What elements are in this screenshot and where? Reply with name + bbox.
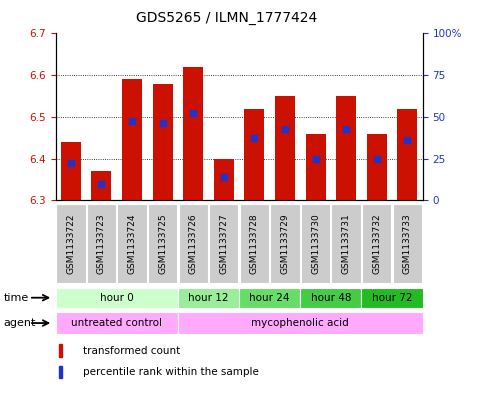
Text: GSM1133731: GSM1133731 <box>341 213 351 274</box>
Text: GSM1133732: GSM1133732 <box>372 213 381 274</box>
FancyBboxPatch shape <box>393 204 422 283</box>
Text: percentile rank within the sample: percentile rank within the sample <box>83 367 259 377</box>
FancyBboxPatch shape <box>178 288 239 308</box>
Text: hour 12: hour 12 <box>188 293 229 303</box>
FancyBboxPatch shape <box>87 204 116 283</box>
FancyBboxPatch shape <box>239 288 300 308</box>
FancyBboxPatch shape <box>240 204 269 283</box>
Text: agent: agent <box>4 318 36 328</box>
FancyBboxPatch shape <box>56 288 178 308</box>
Bar <box>61 142 81 200</box>
FancyBboxPatch shape <box>270 204 299 283</box>
Text: GSM1133733: GSM1133733 <box>403 213 412 274</box>
FancyBboxPatch shape <box>361 288 423 308</box>
Bar <box>306 134 326 200</box>
FancyBboxPatch shape <box>178 312 423 334</box>
Text: mycophenolic acid: mycophenolic acid <box>251 318 349 328</box>
Text: GSM1133724: GSM1133724 <box>128 213 137 274</box>
FancyBboxPatch shape <box>300 288 361 308</box>
Bar <box>122 79 142 200</box>
Text: GSM1133729: GSM1133729 <box>281 213 289 274</box>
Text: GSM1133726: GSM1133726 <box>189 213 198 274</box>
FancyBboxPatch shape <box>117 204 147 283</box>
Bar <box>153 84 172 200</box>
Text: hour 48: hour 48 <box>311 293 351 303</box>
Bar <box>59 366 62 378</box>
Text: GSM1133722: GSM1133722 <box>66 213 75 274</box>
Text: GSM1133730: GSM1133730 <box>311 213 320 274</box>
Bar <box>244 108 264 200</box>
Bar <box>91 171 112 200</box>
FancyBboxPatch shape <box>56 204 85 283</box>
FancyBboxPatch shape <box>301 204 330 283</box>
Bar <box>183 67 203 200</box>
Text: untreated control: untreated control <box>71 318 162 328</box>
Text: hour 24: hour 24 <box>249 293 290 303</box>
Bar <box>214 159 234 200</box>
Text: hour 0: hour 0 <box>100 293 134 303</box>
Bar <box>336 96 356 200</box>
Bar <box>398 108 417 200</box>
Text: GSM1133725: GSM1133725 <box>158 213 167 274</box>
FancyBboxPatch shape <box>148 204 177 283</box>
FancyBboxPatch shape <box>179 204 208 283</box>
FancyBboxPatch shape <box>362 204 391 283</box>
Text: GSM1133728: GSM1133728 <box>250 213 259 274</box>
Text: hour 72: hour 72 <box>372 293 412 303</box>
FancyBboxPatch shape <box>56 312 178 334</box>
Text: GSM1133723: GSM1133723 <box>97 213 106 274</box>
FancyBboxPatch shape <box>209 204 239 283</box>
Text: GSM1133727: GSM1133727 <box>219 213 228 274</box>
Bar <box>59 344 62 357</box>
Bar <box>275 96 295 200</box>
Bar <box>367 134 387 200</box>
Text: GDS5265 / ILMN_1777424: GDS5265 / ILMN_1777424 <box>136 11 318 25</box>
FancyBboxPatch shape <box>331 204 361 283</box>
Text: transformed count: transformed count <box>83 346 180 356</box>
Text: time: time <box>4 293 29 303</box>
